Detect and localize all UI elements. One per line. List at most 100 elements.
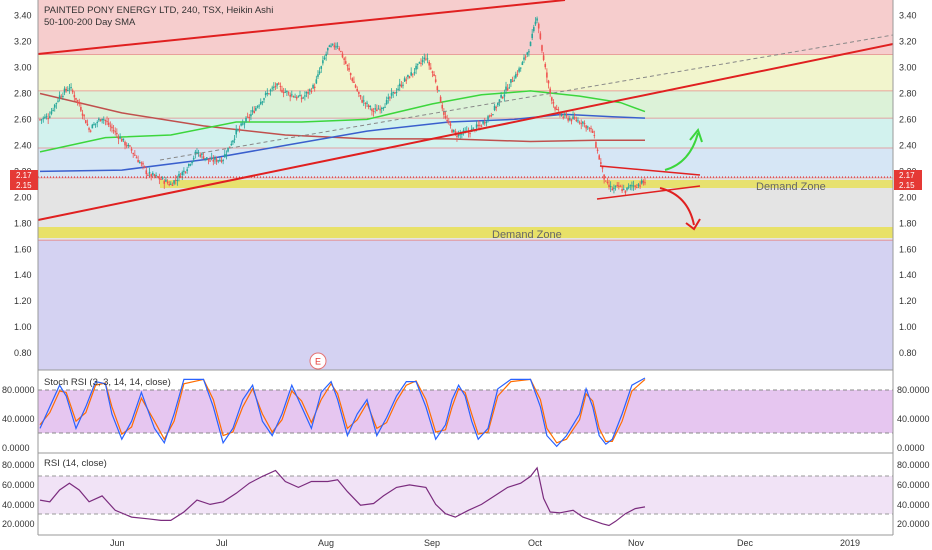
candle-body <box>614 185 617 187</box>
stoch-tick-left: 0.0000 <box>2 443 30 453</box>
candle-body <box>58 95 61 99</box>
time-label: Jul <box>216 538 228 548</box>
candle-body <box>112 130 115 132</box>
candle-body <box>609 186 612 188</box>
candle-body <box>179 176 182 178</box>
support-price-tag-right-text: 2.15 <box>899 181 915 190</box>
price-band <box>38 0 893 55</box>
candle-body <box>439 96 442 103</box>
price-tick-right: 1.60 <box>899 244 917 254</box>
candle-body <box>152 172 154 175</box>
candle-body <box>564 114 566 116</box>
candle-body <box>542 55 545 60</box>
time-label: Aug <box>318 538 334 548</box>
earnings-marker-icon[interactable] <box>309 352 327 370</box>
candle-body <box>469 133 471 135</box>
price-tick-left: 2.60 <box>14 114 32 124</box>
rsi-tick-left: 60.0000 <box>2 480 35 490</box>
candle-body <box>354 85 357 88</box>
candle-body <box>366 102 368 104</box>
candle-body <box>225 154 228 156</box>
candle-body <box>189 164 192 166</box>
candle-body <box>259 101 262 105</box>
candle-body <box>429 67 432 69</box>
candle-body <box>145 170 148 175</box>
candle-body <box>603 174 605 180</box>
rsi-tick-left: 40.0000 <box>2 500 35 510</box>
candle-body <box>443 111 445 115</box>
candle-body <box>192 157 195 160</box>
last-price-tag-right-text: 2.17 <box>899 171 915 180</box>
candle-body <box>63 88 66 93</box>
candle-body <box>341 53 344 58</box>
candle-body <box>498 99 501 102</box>
price-tick-right: 3.40 <box>899 11 917 21</box>
candle-body <box>158 177 161 180</box>
candle-body <box>310 90 313 93</box>
candle-body <box>438 90 440 92</box>
candle-body <box>191 161 193 164</box>
candle-body <box>222 160 224 162</box>
candle-body <box>595 142 597 148</box>
candle-body <box>294 96 296 98</box>
candle-body <box>163 180 166 184</box>
candle-body <box>217 160 220 162</box>
time-label: Jun <box>110 538 125 548</box>
candle-body <box>107 122 110 125</box>
candle-body <box>389 97 391 99</box>
candle-body <box>148 171 151 174</box>
candle-body <box>421 60 424 62</box>
candle-body <box>199 154 202 157</box>
candle-body <box>187 163 190 167</box>
candle-body <box>640 180 643 184</box>
price-tick-left: 1.00 <box>14 322 32 332</box>
stoch-tick-right: 0.0000 <box>897 443 925 453</box>
candle-body <box>578 122 581 124</box>
candle-body <box>570 119 573 122</box>
time-label: Sep <box>424 538 440 548</box>
candle-body <box>557 109 560 111</box>
candle-body <box>619 186 622 188</box>
price-tick-right: 1.20 <box>899 296 917 306</box>
candle-body <box>91 124 94 129</box>
price-tick-left: 2.80 <box>14 88 32 98</box>
candle-body <box>264 93 267 96</box>
candle-body <box>183 170 185 172</box>
price-tick-left: 1.60 <box>14 244 32 254</box>
candle-body <box>353 81 355 84</box>
candle-body <box>644 182 646 184</box>
candle-body <box>124 141 126 146</box>
band-boundary-lines <box>38 54 893 371</box>
candle-body <box>88 128 90 130</box>
candle-body <box>534 21 537 25</box>
candle-body <box>287 92 290 94</box>
candle-body <box>636 187 638 189</box>
candle-body <box>508 87 511 89</box>
candle-body <box>109 125 112 127</box>
candle-body <box>71 90 74 93</box>
candle-body <box>161 177 164 179</box>
candle-body <box>454 131 457 134</box>
price-tick-left: 0.80 <box>14 348 32 358</box>
candle-body <box>526 52 529 55</box>
candle-body <box>76 100 79 102</box>
candle-body <box>297 96 300 98</box>
candle-body <box>351 78 354 81</box>
candle-body <box>132 152 135 155</box>
candle-body <box>258 105 260 107</box>
candle-body <box>575 119 578 122</box>
candle-body <box>106 121 108 123</box>
candle-body <box>304 95 306 97</box>
candle-body <box>622 188 625 190</box>
last-price-tag-right <box>894 170 922 180</box>
candle-body <box>81 113 84 116</box>
candle-body <box>387 97 390 99</box>
rsi-tick-left: 80.0000 <box>2 460 35 470</box>
time-label: Nov <box>628 538 645 548</box>
candle-body <box>493 105 496 111</box>
candle-body <box>500 94 502 98</box>
price-tick-left: 1.20 <box>14 296 32 306</box>
candle-body <box>565 115 568 117</box>
candle-body <box>580 123 583 125</box>
time-label: Dec <box>737 538 754 548</box>
